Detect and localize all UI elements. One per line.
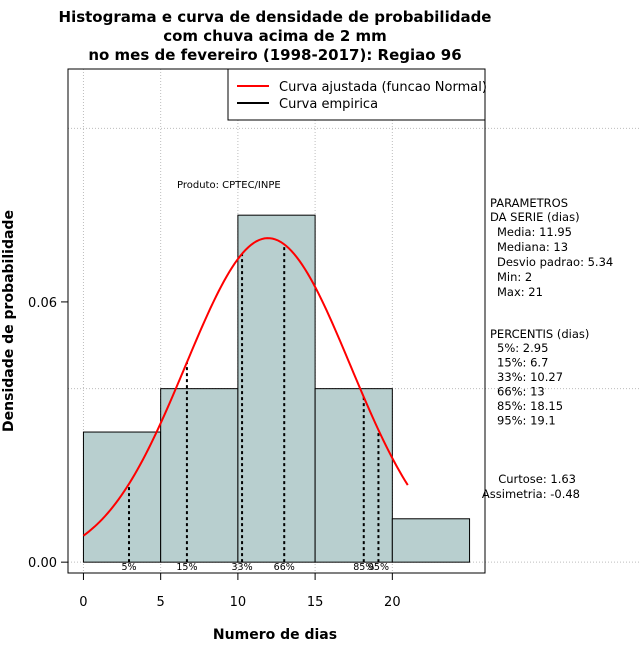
percentile-label-5: 5%: [121, 562, 136, 573]
y-tick-label-1: 0.06: [28, 296, 57, 311]
x-tick-label-10: 10: [230, 595, 247, 610]
chart-title: Histograma e curva de densidade de proba…: [59, 8, 492, 64]
legend-label-2: Curva empirica: [279, 97, 378, 112]
legend: Curva ajustada (funcao Normal) Curva empi…: [227, 68, 487, 121]
stats-line-3: Desvio padrao: 5.34: [497, 255, 613, 269]
x-tick-label-15: 15: [307, 595, 324, 610]
skewness-text: Assimetria: -0.48: [482, 487, 580, 501]
stats-line-4: Min: 2: [497, 270, 532, 284]
percentile-lines: 5% 15% 33% 66% 85%95%: [121, 244, 389, 573]
legend-label-1: Curva ajustada (funcao Normal): [279, 80, 487, 95]
percentis-line-2: 15%: 6.7: [497, 356, 548, 370]
stats-heading-1: PARAMETROS: [490, 196, 568, 210]
percentile-label-15: 15%: [176, 562, 197, 573]
percentile-label-66: 66%: [274, 562, 295, 573]
credit-text: Produto: CPTEC/INPE: [177, 180, 281, 191]
percentile-label-85: 85%: [353, 562, 374, 573]
percentile-label-33: 33%: [231, 562, 252, 573]
title-line-1: Histograma e curva de densidade de proba…: [59, 8, 492, 26]
histogram-bar-2: [160, 388, 239, 563]
stats-line-2: Mediana: 13: [497, 240, 568, 254]
x-tick-label-5: 5: [157, 595, 165, 610]
title-line-3: no mes de fevereiro (1998-2017): Regiao …: [88, 46, 461, 64]
histogram-bar-5: [391, 518, 471, 563]
x-axis-label: Numero de dias: [213, 627, 337, 643]
percentis-line-1: 5%: 2.95: [497, 341, 548, 355]
histogram-bar-4: [314, 388, 393, 563]
x-tick-label-20: 20: [384, 595, 401, 610]
legend-box: [227, 68, 486, 121]
y-tick-label-0: 0.00: [28, 556, 57, 571]
stats-line-5: Max: 21: [497, 285, 543, 299]
percentile-label-95: 95%: [368, 562, 389, 573]
percentis-line-4: 66%: 13: [497, 385, 545, 399]
stats-heading-2: DA SERIE (dias): [490, 210, 580, 224]
histogram-bar-3: [237, 214, 316, 563]
x-tick-label-0: 0: [79, 595, 87, 610]
percentis-line-6: 95%: 19.1: [497, 414, 556, 428]
y-axis-label: Densidade de probabilidade: [1, 210, 17, 432]
percentis-line-5: 85%: 18.15: [497, 399, 563, 413]
normal-fit-curve: [82, 237, 409, 537]
histogram-bar-1: [82, 431, 162, 563]
normal-curve-group: [82, 237, 409, 537]
stats-line-1: Media: 11.95: [497, 225, 572, 239]
axes: 0 5 10 15 20 Numero de dias 0.00 0.06 Densidade …: [1, 210, 401, 643]
kurtosis-text: Curtose: 1.63: [498, 472, 576, 486]
title-line-2: com chuva acima de 2 mm: [163, 27, 387, 45]
percentis-line-3: 33%: 10.27: [497, 370, 563, 384]
histogram-bars: [82, 214, 471, 563]
percentis-heading: PERCENTIS (dias): [490, 327, 589, 341]
